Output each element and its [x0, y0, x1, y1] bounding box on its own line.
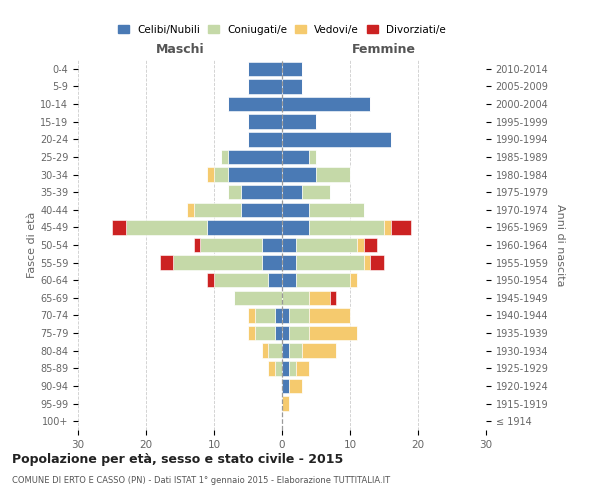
Bar	[282, 238, 296, 252]
Bar	[207, 220, 282, 234]
Bar	[227, 97, 282, 112]
Bar	[262, 238, 282, 252]
Bar	[282, 185, 302, 200]
Bar	[241, 185, 282, 200]
Bar	[282, 62, 302, 76]
Bar	[357, 238, 364, 252]
Bar	[282, 273, 296, 287]
Bar	[227, 150, 282, 164]
Bar	[125, 220, 207, 234]
Bar	[248, 326, 255, 340]
Bar	[329, 290, 337, 305]
Bar	[268, 344, 282, 358]
Bar	[296, 273, 350, 287]
Bar	[194, 202, 241, 217]
Bar	[248, 132, 282, 146]
Bar	[302, 344, 337, 358]
Bar	[227, 168, 282, 181]
Bar	[296, 361, 309, 376]
Text: Femmine: Femmine	[352, 44, 416, 57]
Bar	[207, 168, 214, 181]
Y-axis label: Anni di nascita: Anni di nascita	[555, 204, 565, 286]
Bar	[289, 378, 302, 393]
Bar	[282, 97, 370, 112]
Bar	[282, 326, 289, 340]
Bar	[309, 326, 357, 340]
Bar	[309, 308, 350, 322]
Bar	[282, 79, 302, 94]
Bar	[255, 326, 275, 340]
Bar	[248, 114, 282, 129]
Bar	[262, 344, 268, 358]
Bar	[289, 326, 309, 340]
Bar	[289, 308, 309, 322]
Bar	[255, 308, 275, 322]
Bar	[309, 290, 329, 305]
Bar	[391, 220, 411, 234]
Bar	[200, 238, 262, 252]
Bar	[282, 256, 296, 270]
Y-axis label: Fasce di età: Fasce di età	[27, 212, 37, 278]
Bar	[173, 256, 262, 270]
Bar	[384, 220, 391, 234]
Bar	[282, 202, 309, 217]
Bar	[289, 361, 296, 376]
Text: Popolazione per età, sesso e stato civile - 2015: Popolazione per età, sesso e stato civil…	[12, 452, 343, 466]
Legend: Celibi/Nubili, Coniugati/e, Vedovi/e, Divorziati/e: Celibi/Nubili, Coniugati/e, Vedovi/e, Di…	[118, 24, 446, 34]
Bar	[160, 256, 173, 270]
Bar	[262, 256, 282, 270]
Bar	[364, 238, 377, 252]
Bar	[268, 361, 275, 376]
Bar	[214, 168, 227, 181]
Bar	[282, 396, 289, 411]
Bar	[282, 290, 309, 305]
Bar	[194, 238, 200, 252]
Bar	[296, 256, 364, 270]
Bar	[214, 273, 268, 287]
Bar	[282, 114, 316, 129]
Text: Maschi: Maschi	[155, 44, 205, 57]
Bar	[248, 62, 282, 76]
Bar	[302, 185, 329, 200]
Bar	[282, 150, 309, 164]
Bar	[207, 273, 214, 287]
Bar	[268, 273, 282, 287]
Bar	[282, 308, 289, 322]
Bar	[248, 308, 255, 322]
Bar	[309, 202, 364, 217]
Text: COMUNE DI ERTO E CASSO (PN) - Dati ISTAT 1° gennaio 2015 - Elaborazione TUTTITAL: COMUNE DI ERTO E CASSO (PN) - Dati ISTAT…	[12, 476, 390, 485]
Bar	[296, 238, 357, 252]
Bar	[275, 308, 282, 322]
Bar	[221, 150, 227, 164]
Bar	[227, 185, 241, 200]
Bar	[370, 256, 384, 270]
Bar	[309, 150, 316, 164]
Bar	[112, 220, 125, 234]
Bar	[309, 220, 384, 234]
Bar	[316, 168, 350, 181]
Bar	[364, 256, 370, 270]
Bar	[241, 202, 282, 217]
Bar	[187, 202, 194, 217]
Bar	[282, 378, 289, 393]
Bar	[282, 220, 309, 234]
Bar	[282, 132, 391, 146]
Bar	[275, 326, 282, 340]
Bar	[248, 79, 282, 94]
Bar	[350, 273, 357, 287]
Bar	[289, 344, 302, 358]
Bar	[275, 361, 282, 376]
Bar	[282, 168, 316, 181]
Bar	[282, 361, 289, 376]
Bar	[235, 290, 282, 305]
Bar	[282, 344, 289, 358]
